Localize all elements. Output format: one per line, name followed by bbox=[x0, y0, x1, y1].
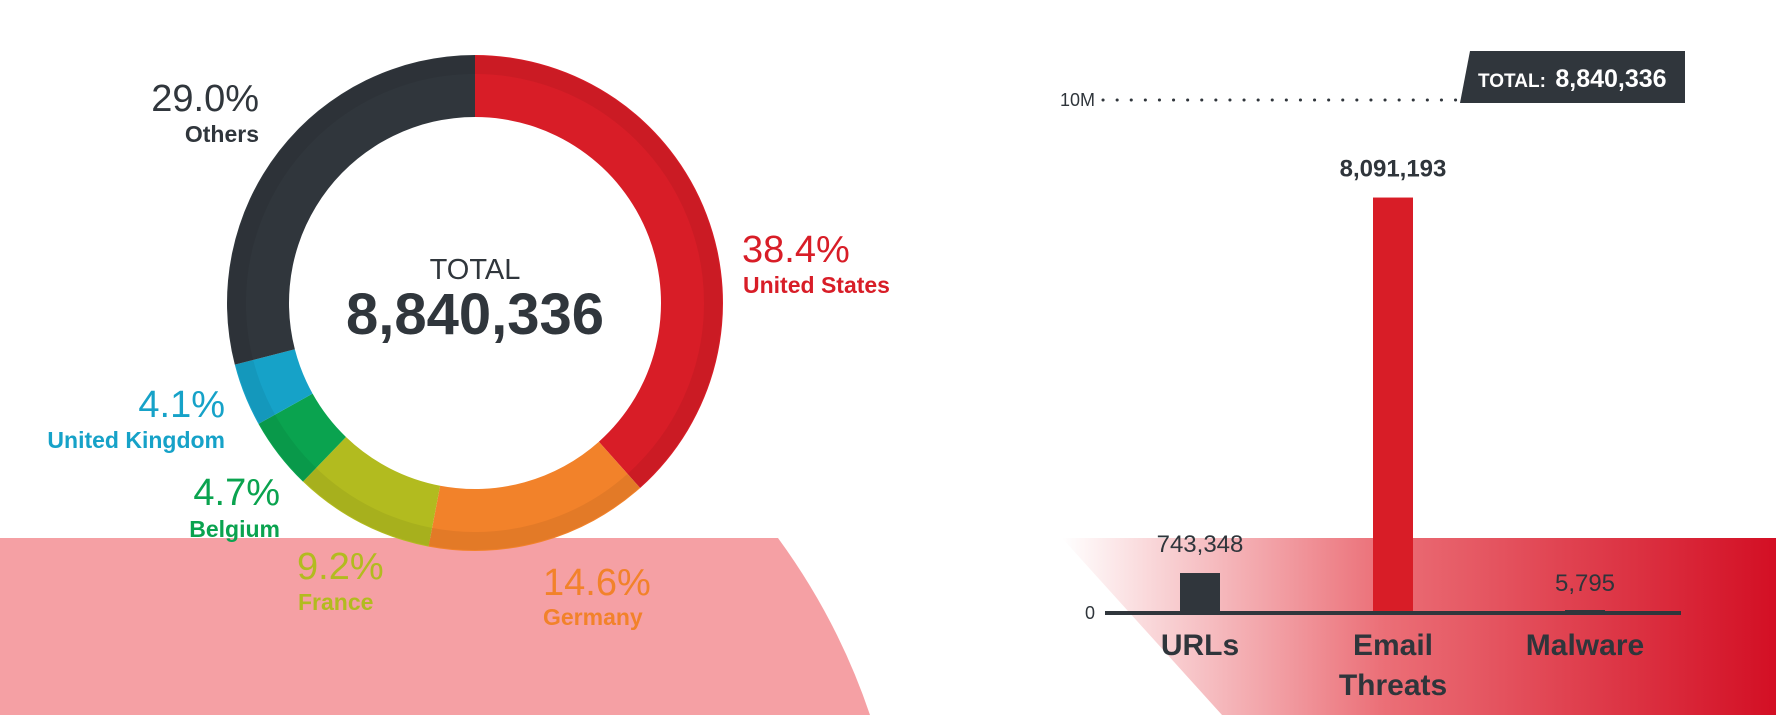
total-badge-value: 8,840,336 bbox=[1555, 65, 1666, 93]
x-category-label-email-threats-line-1: Email bbox=[1353, 629, 1433, 662]
slice-pct-united-states: 38.4% bbox=[742, 229, 850, 271]
bar-urls bbox=[1180, 573, 1220, 611]
total-badge bbox=[1460, 51, 1685, 103]
slice-pct-belgium: 4.7% bbox=[193, 472, 280, 514]
country-donut-chart bbox=[227, 55, 723, 552]
slice-name-united-states: United States bbox=[743, 272, 890, 298]
donut-bevel-ring bbox=[228, 56, 722, 550]
x-category-label-urls: URLs bbox=[1161, 629, 1239, 662]
slice-name-belgium: Belgium bbox=[189, 516, 280, 542]
slice-pct-france: 9.2% bbox=[297, 546, 384, 588]
total-badge-label: TOTAL: bbox=[1478, 71, 1546, 92]
slice-name-france: France bbox=[298, 589, 373, 615]
x-category-label-email-threats-line-2: Threats bbox=[1339, 669, 1447, 702]
donut-center-value: 8,840,336 bbox=[346, 282, 604, 347]
y-tick-label-zero: 0 bbox=[1085, 603, 1095, 623]
slice-pct-others: 29.0% bbox=[151, 78, 259, 120]
slice-name-others: Others bbox=[185, 121, 259, 147]
y-tick-label-max: 10M bbox=[1060, 90, 1095, 110]
threat-type-bar-chart: 743,348 URLs 8,091,193 Email Threats 5,795 Mal… bbox=[1157, 156, 1645, 702]
slice-name-united-kingdom: United Kingdom bbox=[47, 427, 225, 453]
donut-slice-belgium bbox=[258, 393, 346, 482]
slice-name-germany: Germany bbox=[543, 604, 643, 630]
bar-malware bbox=[1565, 610, 1605, 611]
slice-pct-united-kingdom: 4.1% bbox=[138, 384, 225, 426]
bar-value-label-email-threats: 8,091,193 bbox=[1340, 156, 1447, 183]
slice-pct-germany: 14.6% bbox=[543, 562, 651, 604]
donut-center-label: TOTAL bbox=[430, 254, 521, 286]
bar-background-shape bbox=[1062, 538, 1776, 715]
donut-slice-others bbox=[227, 55, 475, 365]
donut-background-shape bbox=[0, 538, 870, 715]
donut-slice-united-states bbox=[475, 55, 723, 488]
donut-slice-france bbox=[302, 436, 441, 547]
bar-email-threats bbox=[1373, 197, 1413, 611]
x-category-label-malware: Malware bbox=[1526, 629, 1644, 662]
bar-value-label-urls: 743,348 bbox=[1157, 531, 1244, 558]
total-badge-text: TOTAL: 8,840,336 bbox=[1478, 65, 1667, 93]
bar-value-label-malware: 5,795 bbox=[1555, 570, 1615, 597]
donut-slice-germany bbox=[428, 441, 641, 552]
donut-slice-united-kingdom bbox=[234, 349, 313, 424]
